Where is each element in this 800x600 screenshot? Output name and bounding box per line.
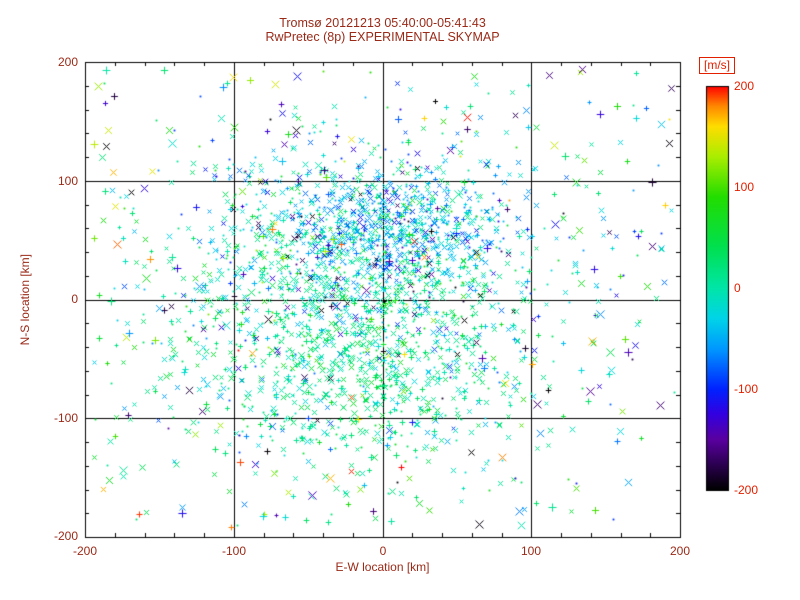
y-tick-label: 0 — [71, 292, 78, 306]
y-tick-label: -200 — [53, 529, 78, 543]
colorbar-tick-label: 0 — [734, 281, 741, 295]
plot-title-line2: RwPretec (8p) EXPERIMENTAL SKYMAP — [265, 30, 500, 44]
x-tick-label: 100 — [520, 544, 542, 558]
y-axis-label: N-S location [km] — [18, 253, 32, 346]
plot-title: Tromsø 20121213 05:40:00-05:41:43 RwPret… — [85, 16, 680, 44]
colorbar-tick-label: 100 — [734, 180, 755, 194]
y-tick-label: -100 — [53, 411, 78, 425]
x-tick-label: 0 — [379, 544, 387, 558]
x-tick-label: -100 — [221, 544, 247, 558]
x-axis-label: E-W location [km] — [335, 560, 430, 574]
colorbar-tick-label: 200 — [734, 79, 755, 93]
x-tick-label: -200 — [72, 544, 98, 558]
x-tick-label: 200 — [669, 544, 691, 558]
y-axis-label-wrap: N-S location [km] — [16, 62, 34, 537]
plot-title-line1: Tromsø 20121213 05:40:00-05:41:43 — [279, 16, 486, 30]
colorbar-tick-label: -200 — [734, 483, 759, 497]
y-tick-label: 100 — [57, 174, 78, 188]
y-tick-label: 200 — [57, 55, 78, 69]
colorbar-tick-label: -100 — [734, 382, 759, 396]
colorbar-unit-label: [m/s] — [699, 57, 735, 74]
